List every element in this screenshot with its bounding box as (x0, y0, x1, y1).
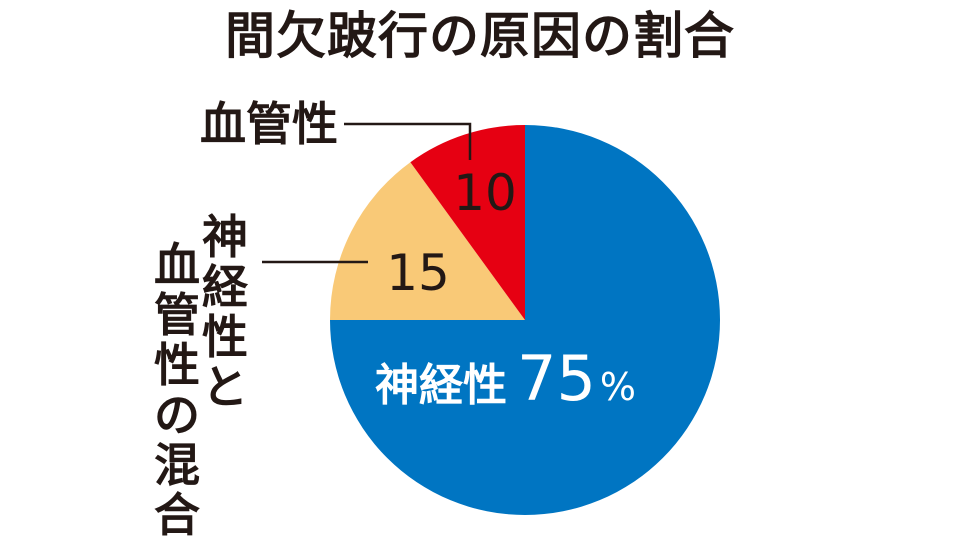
pie-slices (330, 125, 720, 515)
vertical-label-char: 血 (154, 238, 200, 292)
vertical-label-char: 経 (202, 260, 248, 314)
vertical-label-char: の (154, 388, 200, 442)
vertical-label-char: 神 (202, 210, 248, 264)
vertical-label-char: 混 (154, 438, 200, 492)
vertical-label-char: 性 (154, 338, 200, 392)
slice-label-neural: 神経性 75% (375, 342, 636, 415)
slice-unit-neural: % (600, 365, 636, 409)
vertical-label-char: 管 (154, 288, 200, 342)
pie-slice-mixed (330, 162, 525, 320)
callout-line-vascular (344, 122, 472, 160)
vertical-label-char: 性 (202, 310, 248, 364)
slice-label-mixed-line1: 神経性と (200, 212, 250, 412)
slice-label-neural-text: 神経性 (375, 360, 507, 411)
vertical-label-char: 合 (154, 488, 200, 542)
slice-value-neural: 75 (517, 342, 596, 415)
pie-slice-vascular (410, 125, 525, 320)
slice-label-vascular: 血管性 (200, 97, 338, 151)
slice-value-mixed: 15 (386, 244, 450, 302)
vertical-label-char: と (202, 360, 248, 414)
slice-value-vascular: 10 (453, 164, 517, 222)
slice-label-mixed-line2: 血管性の混合 (152, 240, 202, 540)
chart-title: 間欠跛行の原因の割合 (225, 7, 735, 65)
